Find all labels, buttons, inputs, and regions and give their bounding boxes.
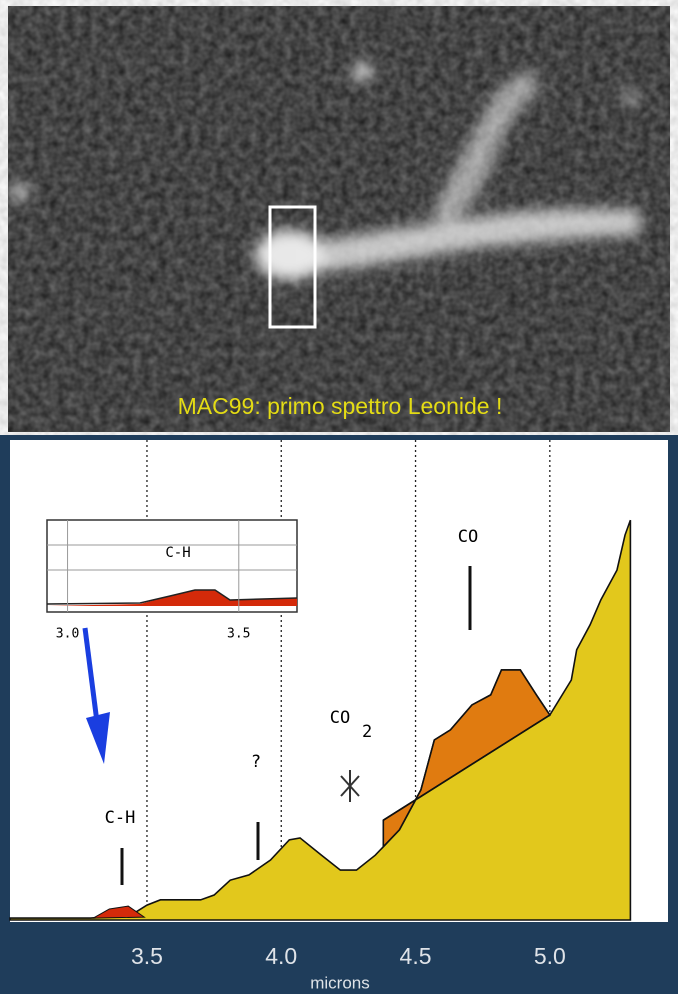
photo: MAC99: primo spettro Leonide !	[0, 0, 678, 435]
figure: MAC99: primo spettro Leonide ! C-H 3.0 3.…	[0, 0, 678, 994]
inset-title: C-H	[165, 545, 190, 561]
annotation: ?	[251, 752, 261, 772]
x-tick-label: 5.0	[534, 943, 566, 969]
x-tick-label: 4.0	[265, 943, 297, 969]
x-tick-label: 4.5	[400, 943, 432, 969]
annotation: CO	[458, 527, 478, 547]
inset-tick-label: 3.0	[56, 627, 79, 642]
annotation: C-H	[105, 808, 136, 828]
caption: MAC99: primo spettro Leonide !	[178, 393, 503, 419]
x-axis-label: microns	[310, 973, 370, 992]
annotation: CO	[330, 708, 350, 728]
annotation-subscript: 2	[362, 722, 372, 742]
inset-tick-label: 3.5	[227, 627, 250, 642]
x-tick-label: 3.5	[131, 943, 163, 969]
